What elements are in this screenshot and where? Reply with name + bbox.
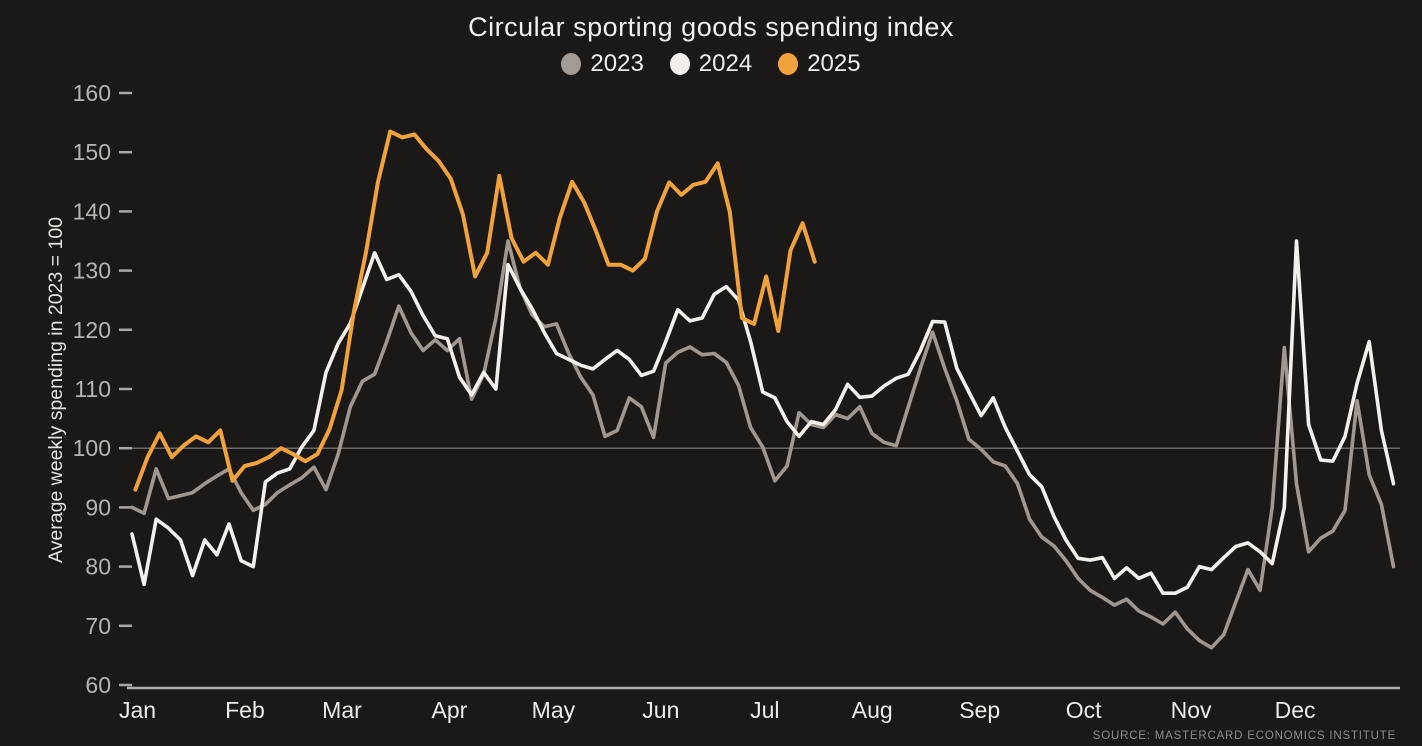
x-axis-month-label: Jun — [642, 697, 679, 723]
y-axis-title: Average weekly spending in 2023 = 100 — [45, 217, 67, 563]
legend-label-2025: 2025 — [807, 50, 861, 77]
y-axis-tick-label: 110 — [74, 376, 111, 402]
y-axis-tick-label: 140 — [73, 198, 111, 224]
legend-dot-2024-icon — [669, 53, 690, 75]
x-axis-month-label: Nov — [1171, 697, 1212, 723]
x-axis-month-label: Mar — [322, 697, 362, 723]
legend-dot-2023-icon — [561, 53, 582, 75]
y-axis-tick-label: 80 — [85, 554, 111, 580]
x-axis-month-label: Sep — [959, 697, 1000, 723]
legend-item-2023: 2023 — [561, 50, 644, 78]
y-axis-tick-label: 150 — [73, 139, 111, 165]
series-line-2025 — [133, 129, 817, 492]
y-axis-tick-label: 130 — [73, 258, 111, 284]
legend-item-2024: 2024 — [669, 50, 753, 78]
y-axis-tick-label: 100 — [73, 435, 111, 461]
chart-title: Circular sporting goods spending index — [468, 12, 954, 42]
y-axis-tick-label: 160 — [73, 80, 111, 106]
x-axis-month-label: Dec — [1275, 697, 1316, 723]
legend-label-2024: 2024 — [698, 50, 753, 77]
series-line-2024 — [130, 239, 1396, 596]
legend-label-2023: 2023 — [590, 50, 644, 77]
y-axis-tick-label: 70 — [85, 613, 111, 639]
y-axis-tick-label: 120 — [73, 317, 111, 343]
x-axis-month-label: Feb — [225, 697, 265, 723]
legend-dot-2025-icon — [778, 53, 799, 75]
y-axis-tick-label: 60 — [85, 672, 111, 698]
series-line-2023 — [130, 239, 1396, 650]
x-axis-month-label: May — [532, 697, 576, 723]
legend-item-2025: 2025 — [778, 50, 861, 78]
y-axis-tick-label: 90 — [85, 494, 111, 520]
chart-legend: 2023 2024 2025 — [0, 50, 1422, 78]
x-axis-month-label: Jan — [119, 697, 156, 723]
x-axis-month-label: Jul — [750, 697, 779, 723]
x-axis-month-label: Oct — [1066, 697, 1102, 723]
x-axis-month-label: Aug — [852, 697, 893, 723]
source-attribution: SOURCE: MASTERCARD ECONOMICS INSTITUTE — [1092, 730, 1396, 742]
x-axis-month-label: Apr — [432, 697, 468, 723]
